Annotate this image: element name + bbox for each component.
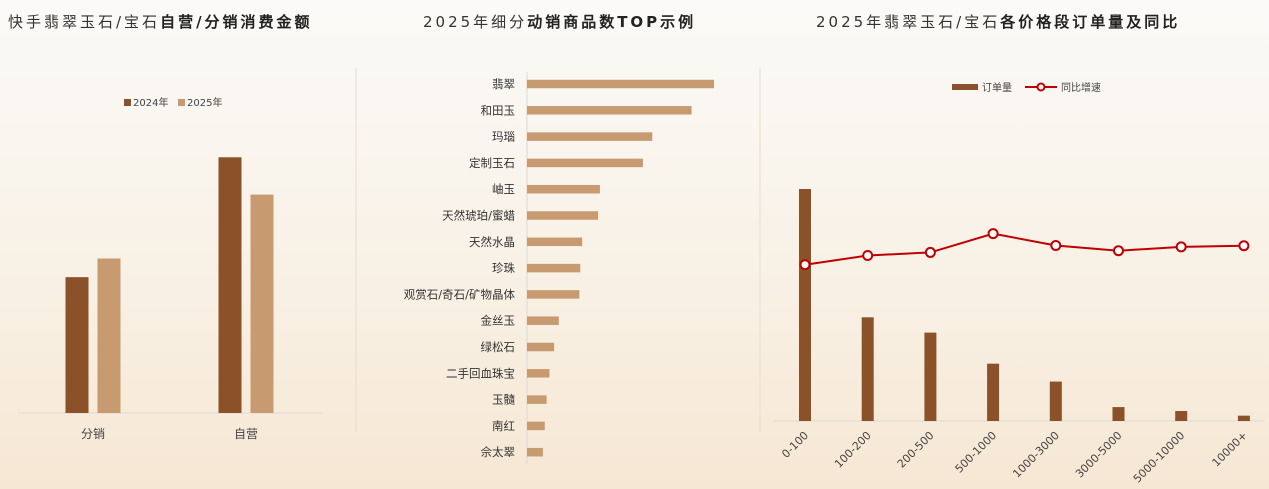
bar <box>527 421 545 431</box>
bar <box>97 258 121 413</box>
y-tick-label: 玉髓 <box>492 393 515 407</box>
bar <box>527 395 547 404</box>
bar <box>799 189 811 421</box>
line-point <box>1175 241 1187 253</box>
bar <box>527 263 581 273</box>
line-point <box>862 249 874 261</box>
y-tick-label: 定制玉石 <box>469 156 515 170</box>
bar <box>924 332 937 421</box>
y-tick-label: 玛瑙 <box>492 130 515 144</box>
y-tick-label: 天然琥珀/蜜蜡 <box>442 209 515 223</box>
line-point <box>1238 240 1250 252</box>
chart-title-top-products: 2025年细分动销商品数TOP示例 <box>423 13 697 31</box>
legend-label: 2025年 <box>187 96 222 109</box>
bar <box>527 237 583 247</box>
x-tick-label: 100-200 <box>832 429 874 471</box>
bar <box>861 317 874 421</box>
chart-title-consumption: 快手翡翠玉石/宝石自营/分销消费金额 <box>8 13 313 31</box>
line-point <box>1113 245 1124 257</box>
bar <box>1112 407 1125 421</box>
chart-price-bands: 0-100 100-200 200-500 500-1000 1000-3000 3000… <box>773 81 1265 485</box>
y-tick-label: 和田玉 <box>481 103 516 117</box>
y-tick-label: 佘太翠 <box>481 445 516 459</box>
y-tick-label: 绿松石 <box>481 340 516 354</box>
x-tick-label: 3000-5000 <box>1073 429 1125 481</box>
bar <box>527 316 559 325</box>
chart-consumption: 分销 自营 2024年 2025年 <box>18 96 322 441</box>
y-tick-label: 岫玉 <box>492 182 515 196</box>
y-tick-label: 天然水晶 <box>469 235 515 249</box>
bar <box>250 194 274 413</box>
legend-swatch <box>952 84 978 90</box>
bar <box>1237 415 1250 421</box>
line-point <box>1050 240 1062 252</box>
x-tick-label: 自营 <box>234 427 258 441</box>
bar <box>527 106 692 115</box>
bar <box>987 363 1000 421</box>
y-tick-label: 翡翠 <box>492 77 515 91</box>
legend-swatch <box>124 99 131 106</box>
chart-top-products: 翡翠和田玉玛瑙定制玉石岫玉天然琥珀/蜜蜡天然水晶珍珠观赏石/奇石/矿物晶体金丝玉… <box>404 72 714 465</box>
y-tick-label: 二手回血珠宝 <box>446 366 515 380</box>
x-tick-label: 分销 <box>81 427 105 441</box>
x-tick-label: 500-1000 <box>953 429 1000 476</box>
bar <box>527 342 555 352</box>
bar <box>527 290 580 299</box>
legend-swatch <box>178 99 185 106</box>
x-tick-label: 0-100 <box>779 429 811 461</box>
bar <box>527 158 643 168</box>
x-tick-label: 200-500 <box>895 429 937 471</box>
legend-label: 订单量 <box>982 82 1012 94</box>
y-tick-label: 珍珠 <box>492 261 515 275</box>
bar <box>527 79 714 89</box>
bar <box>65 277 89 413</box>
y-tick-label: 南红 <box>492 419 515 433</box>
bar <box>218 157 242 413</box>
chart-title-price-bands: 2025年翡翠玉石/宝石各价格段订单量及同比 <box>816 13 1181 31</box>
x-tick-label: 5000-10000 <box>1131 429 1188 486</box>
x-tick-label: 10000+ <box>1210 429 1250 469</box>
bar <box>527 184 600 194</box>
series-line <box>804 232 1244 266</box>
bar <box>527 132 653 141</box>
legend-label: 2024年 <box>133 96 168 109</box>
line-point <box>799 259 811 271</box>
y-tick-label: 金丝玉 <box>481 314 516 328</box>
line-point <box>987 228 999 240</box>
bar <box>1049 381 1062 421</box>
y-tick-label: 观赏石/奇石/矿物晶体 <box>404 287 516 301</box>
bar <box>527 211 599 220</box>
line-point <box>924 246 936 258</box>
legend-marker <box>1036 82 1046 92</box>
bar <box>527 369 550 378</box>
x-tick-label: 1000-3000 <box>1010 429 1062 481</box>
legend-label: 同比增速 <box>1061 81 1101 94</box>
bar <box>1175 411 1188 421</box>
bar <box>527 447 543 457</box>
